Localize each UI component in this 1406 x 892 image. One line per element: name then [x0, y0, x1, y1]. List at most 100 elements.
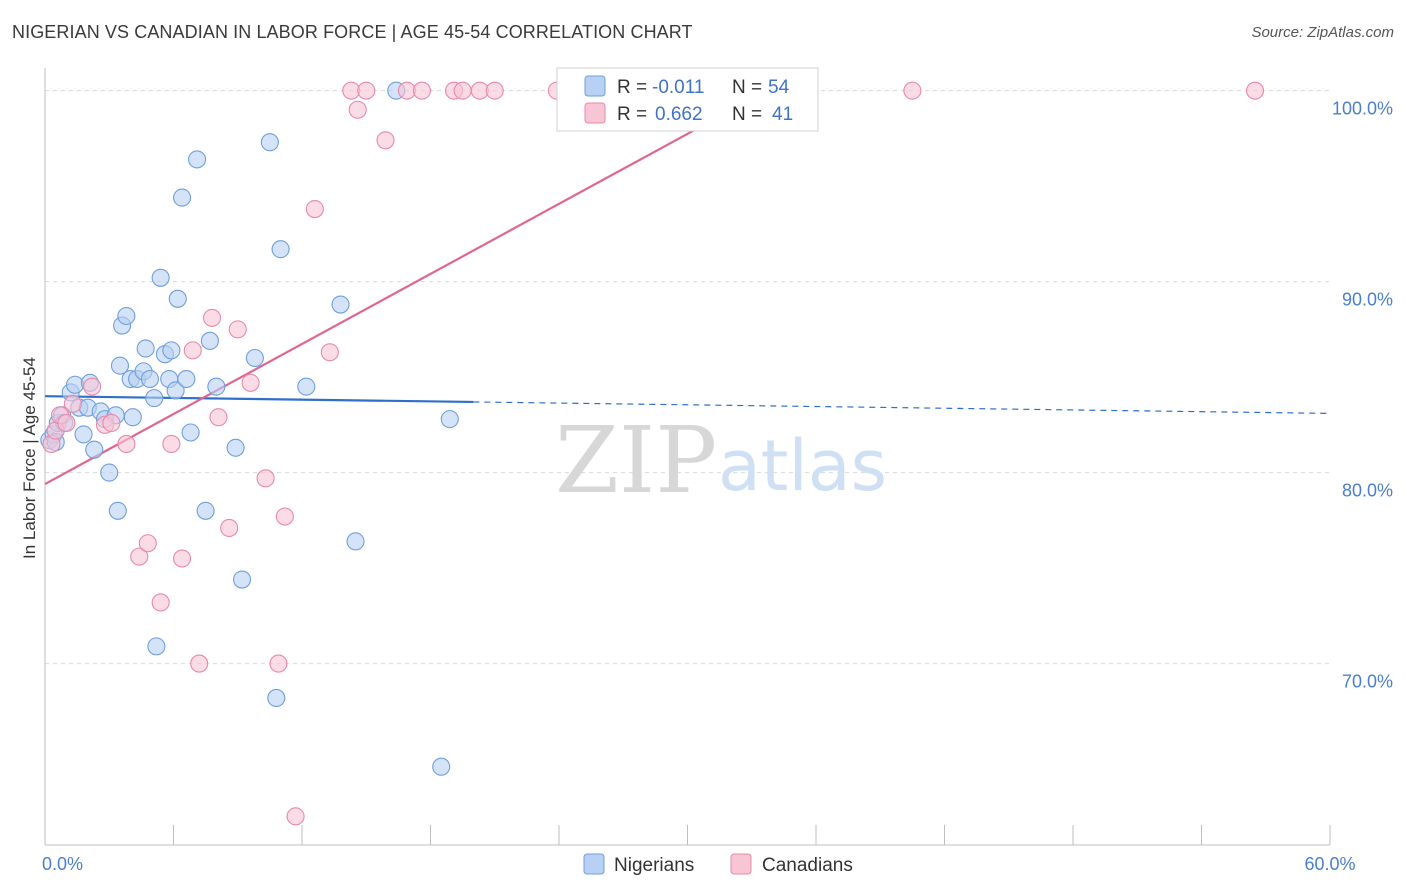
- point-canadians: [183, 341, 202, 360]
- point-canadians: [269, 654, 288, 673]
- y-tick-label-80: 80.0%: [1342, 481, 1393, 501]
- point-canadians: [63, 394, 82, 413]
- watermark-zip: ZIP: [555, 407, 717, 514]
- point-canadians: [376, 131, 395, 150]
- point-nigerians: [173, 188, 192, 207]
- point-nigerians: [432, 757, 451, 776]
- legend-r-value-nigerians: -0.011: [652, 77, 704, 98]
- point-nigerians: [271, 240, 290, 259]
- legend-n-label-nigerians: N =: [732, 77, 762, 98]
- legend-swatch-canadians: [584, 102, 606, 124]
- point-nigerians: [346, 532, 365, 551]
- point-nigerians: [123, 408, 142, 427]
- point-nigerians: [260, 133, 279, 152]
- source-credit: Source: ZipAtlas.com: [1251, 24, 1394, 41]
- point-canadians: [241, 373, 260, 392]
- legend-n-value-nigerians: 54: [768, 77, 790, 98]
- point-nigerians: [181, 423, 200, 442]
- trend-line-canadians: [44, 89, 768, 486]
- point-nigerians: [147, 637, 166, 656]
- point-canadians: [190, 654, 209, 673]
- axes: [44, 68, 1331, 846]
- point-nigerians: [297, 377, 316, 396]
- point-canadians: [83, 377, 102, 396]
- bottom-legend-swatch-canadians: [730, 853, 752, 875]
- legend-r-value-canadians: 0.662: [655, 104, 703, 125]
- x-tick-label-0: 0.0%: [42, 854, 83, 874]
- point-canadians: [209, 408, 228, 427]
- point-canadians: [102, 413, 121, 432]
- bottom-legend-label-nigerians: Nigerians: [614, 855, 694, 876]
- point-nigerians: [151, 268, 170, 287]
- data-points: [40, 81, 1265, 826]
- bottom-legend: Nigerians Canadians: [583, 853, 853, 876]
- point-canadians: [256, 469, 275, 488]
- bottom-legend-label-canadians: Canadians: [762, 855, 853, 876]
- series-canadians: [42, 81, 1265, 826]
- point-nigerians: [168, 289, 187, 308]
- point-canadians: [220, 518, 239, 538]
- legend-swatch-nigerians: [584, 75, 606, 97]
- chart-title: NIGERIAN VS CANADIAN IN LABOR FORCE | AG…: [12, 22, 693, 42]
- point-nigerians: [117, 306, 136, 326]
- point-nigerians: [145, 389, 164, 408]
- point-canadians: [453, 81, 472, 100]
- point-nigerians: [200, 331, 219, 350]
- legend-n-label-canadians: N =: [732, 104, 762, 125]
- point-canadians: [57, 413, 76, 432]
- point-nigerians: [108, 501, 127, 520]
- point-canadians: [117, 434, 136, 454]
- y-tick-label-100: 100.0%: [1332, 99, 1393, 119]
- point-canadians: [412, 81, 431, 100]
- point-canadians: [130, 547, 149, 566]
- point-nigerians: [85, 440, 104, 459]
- tick-labels: 70.0% 80.0% 90.0% 100.0% 0.0% 60.0%: [42, 99, 1393, 874]
- point-nigerians: [207, 377, 226, 396]
- point-nigerians: [74, 425, 93, 444]
- point-nigerians: [188, 150, 207, 169]
- point-canadians: [348, 100, 367, 119]
- point-canadians: [305, 200, 324, 219]
- point-nigerians: [267, 688, 286, 707]
- point-canadians: [1245, 81, 1265, 100]
- legend-n-value-canadians: 41: [772, 104, 793, 125]
- point-nigerians: [232, 570, 252, 589]
- point-canadians: [173, 549, 192, 568]
- point-canadians: [203, 308, 222, 327]
- point-nigerians: [140, 369, 159, 389]
- point-canadians: [320, 343, 339, 362]
- point-nigerians: [166, 381, 185, 400]
- trend-lines: [44, 89, 1331, 486]
- x-tick-label-60: 60.0%: [1304, 854, 1355, 874]
- point-nigerians: [110, 356, 130, 375]
- point-nigerians: [440, 410, 459, 429]
- point-canadians: [138, 534, 157, 553]
- legend-r-label-nigerians: R =: [617, 77, 647, 98]
- point-nigerians: [162, 341, 181, 360]
- point-nigerians: [226, 438, 245, 457]
- legend: R = -0.011 N = 54 R = 0.662 N = 41: [556, 67, 819, 132]
- legend-r-label-canadians: R =: [617, 104, 647, 125]
- bottom-legend-swatch-nigerians: [583, 853, 605, 875]
- watermark-atlas: atlas: [718, 425, 887, 507]
- point-nigerians: [196, 501, 215, 520]
- point-canadians: [162, 434, 181, 454]
- point-nigerians: [100, 463, 119, 482]
- point-nigerians: [245, 348, 264, 368]
- y-tick-label-90: 90.0%: [1342, 290, 1393, 310]
- point-canadians: [151, 593, 170, 612]
- point-canadians: [485, 81, 504, 100]
- point-canadians: [903, 81, 922, 100]
- point-canadians: [286, 807, 305, 826]
- watermark: ZIP atlas: [555, 407, 887, 514]
- point-canadians: [357, 81, 376, 100]
- point-canadians: [275, 507, 294, 526]
- point-nigerians: [177, 369, 196, 389]
- point-nigerians: [331, 295, 350, 314]
- point-nigerians: [65, 375, 85, 394]
- point-canadians: [228, 320, 247, 339]
- y-axis-label: In Labor Force | Age 45-54: [20, 357, 39, 559]
- trend-line-nigerians: [44, 395, 474, 404]
- point-nigerians: [136, 339, 155, 358]
